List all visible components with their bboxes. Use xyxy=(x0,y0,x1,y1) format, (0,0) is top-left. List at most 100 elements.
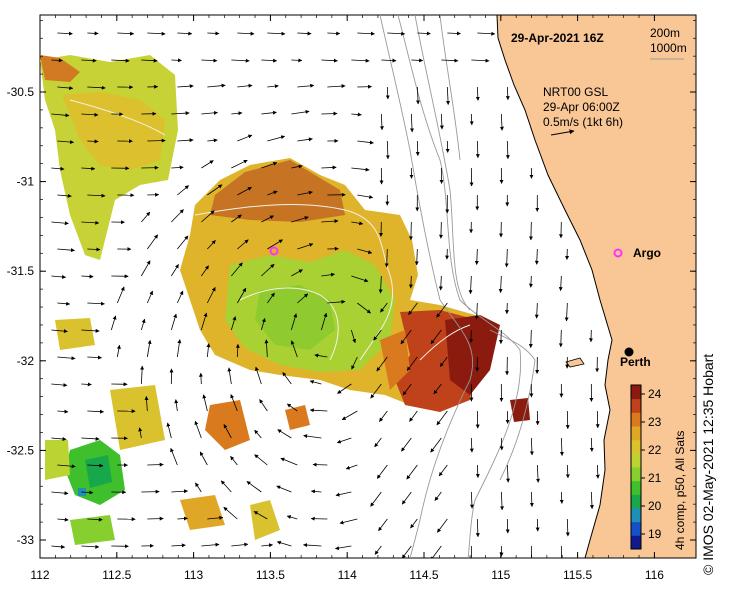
current-arrow xyxy=(254,429,262,439)
current-arrow xyxy=(111,58,130,63)
current-arrow xyxy=(387,31,406,36)
current-arrow xyxy=(116,344,121,358)
current-arrow xyxy=(291,164,303,169)
current-arrow xyxy=(237,83,253,88)
current-arrow xyxy=(321,165,337,170)
current-arrow xyxy=(201,210,215,223)
current-arrow xyxy=(469,437,474,453)
current-arrow xyxy=(51,383,68,388)
current-arrow xyxy=(267,190,278,196)
current-arrow xyxy=(171,58,182,63)
current-arrow xyxy=(87,517,103,522)
current-arrow xyxy=(230,316,237,331)
current-arrow xyxy=(415,140,420,157)
y-tick-label: -31 xyxy=(17,175,35,189)
current-arrow xyxy=(230,394,238,412)
colorbar-segment xyxy=(631,385,641,400)
current-arrow xyxy=(200,312,208,331)
current-arrow xyxy=(379,410,388,422)
colorbar-segment xyxy=(631,480,641,495)
current-arrow xyxy=(276,485,292,493)
current-arrow xyxy=(87,409,104,414)
current-arrow xyxy=(436,410,448,426)
current-arrow xyxy=(51,58,63,63)
current-arrow xyxy=(379,113,384,131)
current-arrow xyxy=(140,365,145,385)
current-arrow xyxy=(57,409,69,414)
current-arrow xyxy=(528,275,533,288)
current-arrow xyxy=(475,86,480,101)
current-arrow xyxy=(202,394,208,412)
colorbar-label: 4h comp, p50, All Sats xyxy=(673,431,687,550)
current-arrow xyxy=(57,248,75,253)
current-arrow xyxy=(351,112,362,117)
colorbar-segment xyxy=(631,439,641,454)
colorbar-tick-label: 20 xyxy=(648,499,662,513)
current-arrow xyxy=(351,167,370,172)
contour-key-200m: 200m xyxy=(650,26,680,40)
current-arrow xyxy=(51,544,66,549)
current-arrow xyxy=(174,399,179,412)
current-arrow xyxy=(230,455,238,466)
current-arrow xyxy=(207,31,220,36)
current-arrow xyxy=(534,248,539,265)
x-tick-label: 116 xyxy=(645,568,664,582)
current-arrow xyxy=(468,275,473,295)
argo-label: Argo xyxy=(633,246,661,260)
current-arrow xyxy=(235,343,240,358)
current-arrow xyxy=(291,58,303,63)
current-arrow xyxy=(376,356,388,372)
current-arrow xyxy=(290,340,298,358)
current-arrow xyxy=(385,140,390,160)
current-arrow xyxy=(341,410,358,421)
current-arrow xyxy=(378,518,388,532)
current-arrow xyxy=(253,511,268,520)
current-arrow xyxy=(309,408,328,413)
current-arrow xyxy=(499,113,504,131)
current-arrow xyxy=(87,355,102,360)
current-arrow xyxy=(528,329,533,349)
x-tick-label: 113.5 xyxy=(256,568,285,582)
colorbar-tick-label: 23 xyxy=(648,415,662,429)
current-arrow xyxy=(408,275,413,289)
current-arrow xyxy=(310,489,322,494)
y-tick-label: -32.5 xyxy=(7,443,35,457)
current-arrow xyxy=(559,491,564,504)
current-arrow xyxy=(303,543,322,548)
current-arrow xyxy=(87,193,106,198)
current-arrow xyxy=(380,302,388,313)
current-arrow xyxy=(57,193,72,198)
x-tick-label: 112 xyxy=(30,568,49,582)
current-arrow xyxy=(320,312,328,331)
x-tick-label: 115.5 xyxy=(563,568,592,582)
current-arrow xyxy=(321,272,335,277)
current-arrow xyxy=(434,491,442,501)
contour-key-1000m: 1000m xyxy=(650,41,687,55)
current-arrow xyxy=(171,209,184,223)
current-arrow xyxy=(350,329,357,344)
current-arrow xyxy=(57,31,73,36)
current-arrow xyxy=(207,515,224,520)
current-arrow xyxy=(231,214,242,223)
current-arrow xyxy=(384,248,389,268)
current-arrow xyxy=(57,140,75,145)
current-arrow xyxy=(381,58,397,63)
current-arrow xyxy=(237,31,255,36)
y-tick-label: -33 xyxy=(17,533,35,547)
current-arrow xyxy=(564,302,569,322)
argo-marker-offshore xyxy=(269,246,279,256)
current-arrow xyxy=(110,315,117,331)
current-arrow xyxy=(261,110,277,115)
colorbar-segment xyxy=(631,412,641,427)
current-arrow xyxy=(51,274,67,279)
current-arrow xyxy=(231,111,243,116)
current-arrow xyxy=(534,302,539,319)
current-arrow xyxy=(201,58,218,63)
current-arrow xyxy=(529,437,534,456)
current-arrow xyxy=(351,275,369,283)
current-arrow xyxy=(176,290,184,304)
current-arrow xyxy=(357,140,374,145)
colorbar-tick-label: 22 xyxy=(648,443,662,457)
current-arrow xyxy=(357,31,375,36)
